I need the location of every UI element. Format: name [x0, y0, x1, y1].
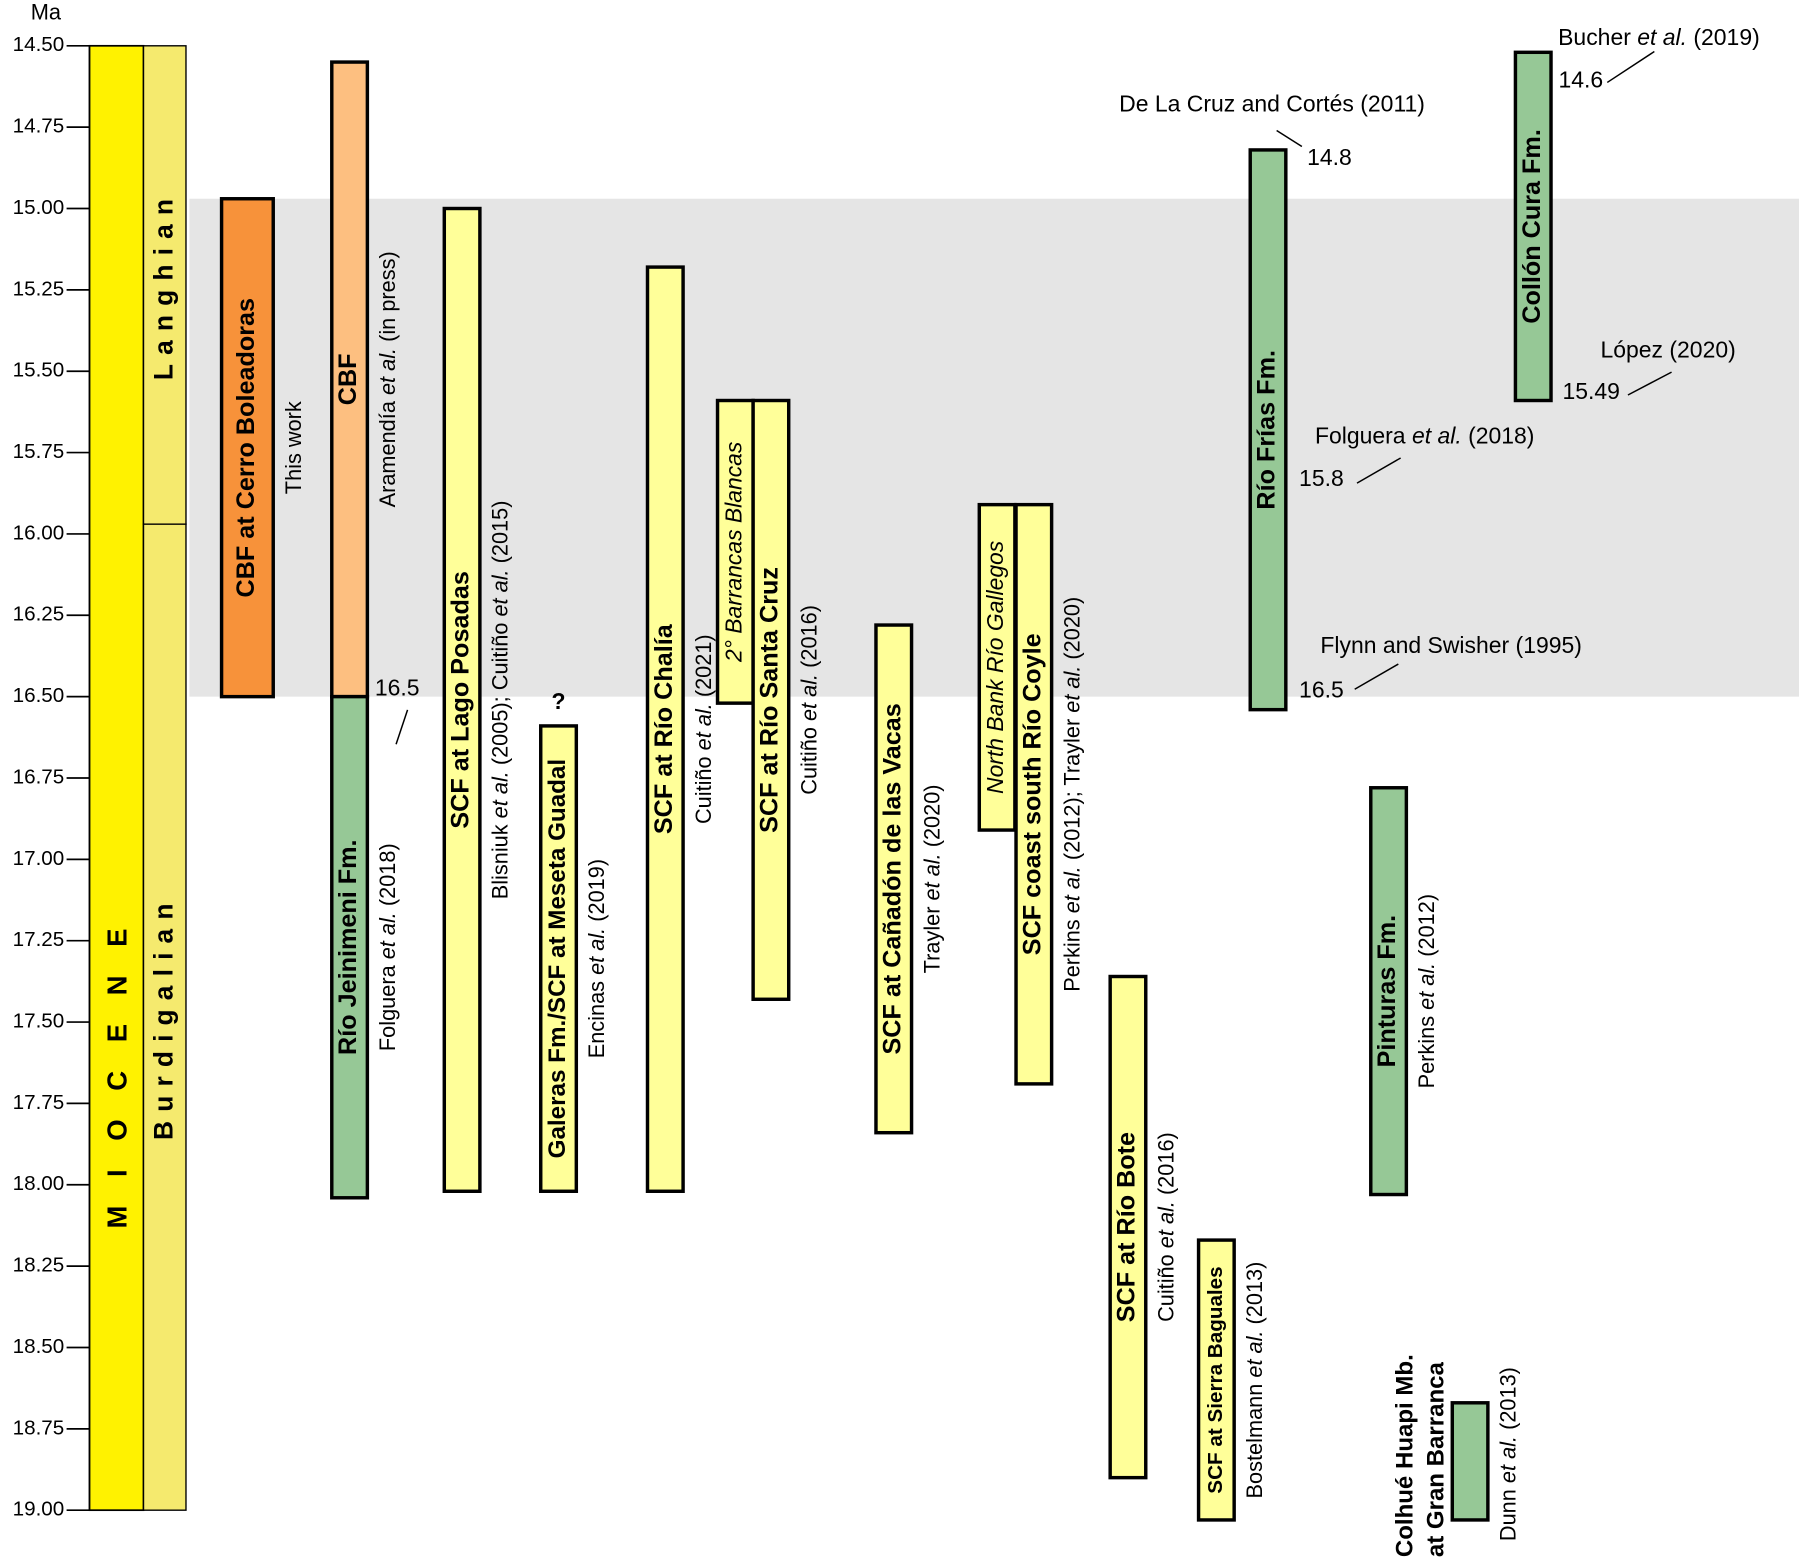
- bar-label: Río Jeinimeni Fm.: [334, 839, 362, 1055]
- range-bar: [219, 197, 275, 699]
- y-tick-label: 17.75: [13, 1091, 65, 1114]
- reference: Flynn and Swisher (1995): [1320, 632, 1582, 658]
- reference: Encinas et al. (2019): [584, 859, 609, 1058]
- bar-label: Pinturas Fm.: [1373, 915, 1401, 1068]
- range-bar: [330, 694, 370, 1200]
- reference: Bucher et al. (2019): [1558, 24, 1760, 50]
- bar-label: SCF at Lago Posadas: [447, 571, 475, 829]
- reference: Blisniuk et al. (2005); Cuitiño et al. (…: [487, 501, 512, 900]
- range-bar: [1196, 1238, 1236, 1522]
- reference: Aramendía et al. (in press): [375, 251, 400, 507]
- y-tick-label: 18.50: [13, 1335, 65, 1358]
- range-bar: [1014, 502, 1054, 1086]
- reference: Bostelmann et al. (2013): [1242, 1262, 1267, 1499]
- range-bar: [751, 398, 791, 1001]
- bar-label: SCF at Río Bote: [1113, 1132, 1141, 1322]
- reference: Trayler et al. (2020): [919, 784, 944, 973]
- stage: [142, 45, 187, 525]
- reference: Cuitiño et al. (2016): [796, 605, 821, 795]
- bar-label: SCF at Río Santa Cruz: [756, 567, 784, 833]
- bar-label: SCF at Sierra Baguales: [1204, 1266, 1227, 1493]
- bar-label: 2° Barrancas Blancas: [720, 442, 746, 663]
- epoch: [88, 44, 145, 1512]
- y-tick-label: 16.00: [13, 521, 65, 544]
- reference: Cuitiño et al. (2016): [1153, 1132, 1178, 1322]
- reference: Folguera et al. (2018): [1315, 422, 1534, 448]
- y-tick-label: 15.25: [13, 277, 65, 300]
- reference: De La Cruz and Cortés (2011): [1119, 90, 1425, 116]
- leader-line: [1276, 129, 1303, 148]
- leader-line: [1606, 50, 1655, 84]
- range-bar: [977, 502, 1017, 832]
- y-axis-label: Ma: [31, 0, 62, 24]
- bar-label: SCF at Río Chalía: [650, 623, 678, 834]
- y-tick-label: 15.75: [13, 440, 65, 463]
- leader-line: [1356, 457, 1401, 484]
- bar-label: Río Frías Fm.: [1253, 350, 1281, 510]
- leader-line: [395, 709, 409, 745]
- range-bar: [539, 724, 579, 1193]
- stage-label: Langhian: [148, 190, 178, 380]
- y-tick-label: 17.50: [13, 1010, 65, 1033]
- bar-label: CBF at Cerro Boleadoras: [232, 298, 260, 597]
- reference: López (2020): [1600, 337, 1735, 363]
- range-bar: [1513, 50, 1553, 403]
- range-bar: [1369, 786, 1409, 1197]
- stage: [142, 523, 187, 1511]
- bar-label: Collón Cura Fm.: [1518, 129, 1546, 323]
- annotation-value: 16.5: [1299, 677, 1344, 703]
- bar-label: at Gran Barranca: [1423, 1362, 1450, 1558]
- annotation-value: 15.8: [1299, 465, 1344, 491]
- y-tick-label: 18.25: [13, 1254, 65, 1277]
- annotation-value: 14.8: [1307, 144, 1352, 170]
- reference: Dunn et al. (2013): [1495, 1367, 1520, 1541]
- y-tick-label: 19.00: [13, 1498, 65, 1521]
- bar-label: Colhué Huapi Mb.: [1392, 1354, 1419, 1557]
- y-tick-label: 16.50: [13, 684, 65, 707]
- y-tick-label: 18.00: [13, 1172, 65, 1195]
- y-tick-label: 15.50: [13, 359, 65, 382]
- leader-line: [1354, 663, 1399, 690]
- reference: Perkins et al. (2012): [1414, 894, 1439, 1089]
- flag: ?: [552, 688, 566, 714]
- bar-label: CBF: [334, 353, 362, 405]
- reference: This work: [281, 401, 306, 494]
- y-tick-label: 17.00: [13, 847, 65, 870]
- bar-label: Galeras Fm./SCF at Meseta Guadal: [544, 759, 571, 1158]
- bar-label: SCF at Cañadón de las Vacas: [878, 703, 906, 1054]
- annotation-value: 16.5: [375, 674, 420, 700]
- epoch-label: MIOCENE: [102, 900, 133, 1229]
- bar-label: SCF coast south Río Coyle: [1018, 633, 1046, 955]
- range-bar: [874, 623, 914, 1135]
- bar-label: North Bank Río Gallegos: [982, 541, 1008, 794]
- y-tick-label: 15.00: [13, 196, 65, 219]
- range-bar: [442, 206, 482, 1193]
- range-bar: [330, 60, 370, 699]
- y-tick-label: 16.75: [13, 765, 65, 788]
- y-tick-label: 16.25: [13, 603, 65, 626]
- range-bar: [1108, 974, 1148, 1480]
- range-bar: [1248, 148, 1288, 712]
- reference: Perkins et al. (2012); Trayler et al. (2…: [1059, 597, 1084, 992]
- y-tick-label: 17.25: [13, 928, 65, 951]
- y-tick-label: 14.75: [13, 115, 65, 138]
- stage-label: Burdigalian: [148, 894, 178, 1140]
- annotation-value: 15.49: [1562, 378, 1619, 404]
- y-tick-label: 14.50: [13, 33, 65, 56]
- range-bar: [1450, 1401, 1490, 1522]
- y-tick-label: 18.75: [13, 1416, 65, 1439]
- reference: Folguera et al. (2018): [375, 843, 400, 1051]
- reference: Cuitiño et al. (2021): [691, 634, 716, 824]
- leader-line: [1627, 371, 1672, 396]
- annotation-value: 14.6: [1559, 66, 1604, 92]
- range-bar: [645, 265, 685, 1193]
